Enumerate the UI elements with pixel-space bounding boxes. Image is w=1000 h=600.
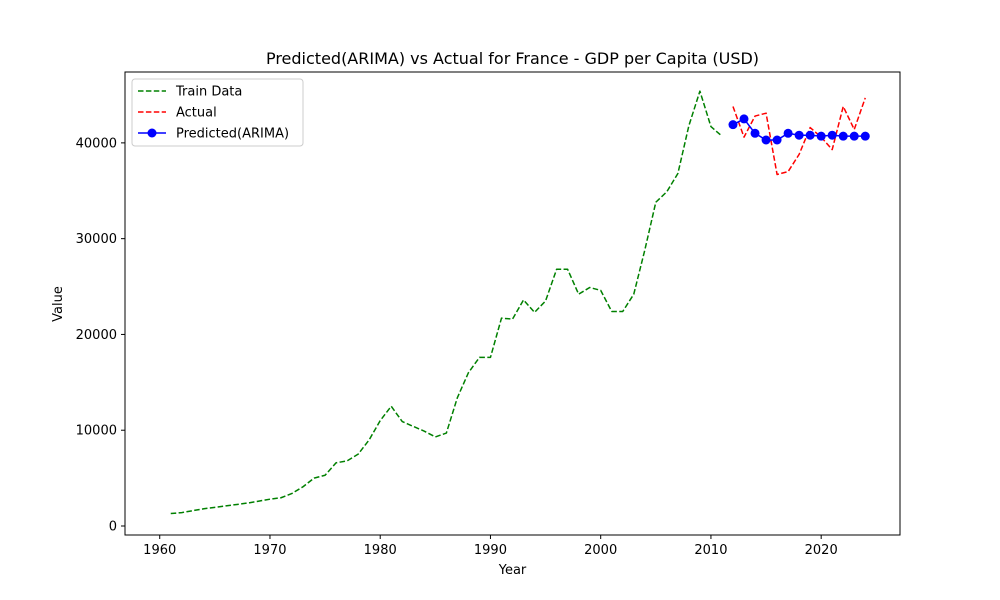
axes-frame [124,71,901,536]
y-tick-label: 0 [109,519,117,534]
data-point-predicted-arima [728,120,738,130]
data-point-predicted-arima [739,114,749,124]
x-tick-label: 1980 [364,543,397,558]
x-tick-label: 1960 [143,543,176,558]
data-point-predicted-arima [805,130,815,140]
chart-title: Predicted(ARIMA) vs Actual for France - … [266,49,759,68]
data-point-predicted-arima [849,131,859,141]
x-tick-label: 1970 [253,543,286,558]
series-line-actual [732,97,866,176]
x-axis-label: Year [498,563,527,578]
x-tick-label: 1990 [474,543,507,558]
series-predicted-arima [728,114,870,145]
data-point-predicted-arima [761,135,771,145]
legend-label-actual: Actual [176,106,217,121]
data-point-predicted-arima [750,128,760,138]
y-tick-label: 30000 [76,232,117,247]
legend: Train Data Actual Predicted(ARIMA) [131,78,304,147]
legend-marker-predicted-arima [147,128,157,138]
series-line-train-data [170,90,723,515]
data-point-predicted-arima [816,131,826,141]
legend-box [131,78,304,147]
y-tick-label: 10000 [76,424,117,439]
x-tick-label: 2020 [805,543,838,558]
data-point-predicted-arima [838,131,848,141]
data-point-predicted-arima [772,135,782,145]
plot-area: 1960 1970 1980 1990 2000 2010 2020 0 10000 20000 3… [76,71,901,558]
y-axis-label: Value [51,286,66,322]
x-tick-label: 2010 [694,543,727,558]
y-tick-label: 40000 [76,136,117,151]
series-actual [732,97,866,176]
data-point-predicted-arima [794,130,804,140]
legend-label-predicted-arima: Predicted(ARIMA) [176,127,289,142]
legend-label-train-data: Train Data [175,85,242,100]
data-point-predicted-arima [860,131,870,141]
data-point-predicted-arima [783,128,793,138]
series-train-data [170,90,723,515]
x-tick-label: 2000 [584,543,617,558]
y-tick-label: 20000 [76,328,117,343]
data-point-predicted-arima [827,130,837,140]
